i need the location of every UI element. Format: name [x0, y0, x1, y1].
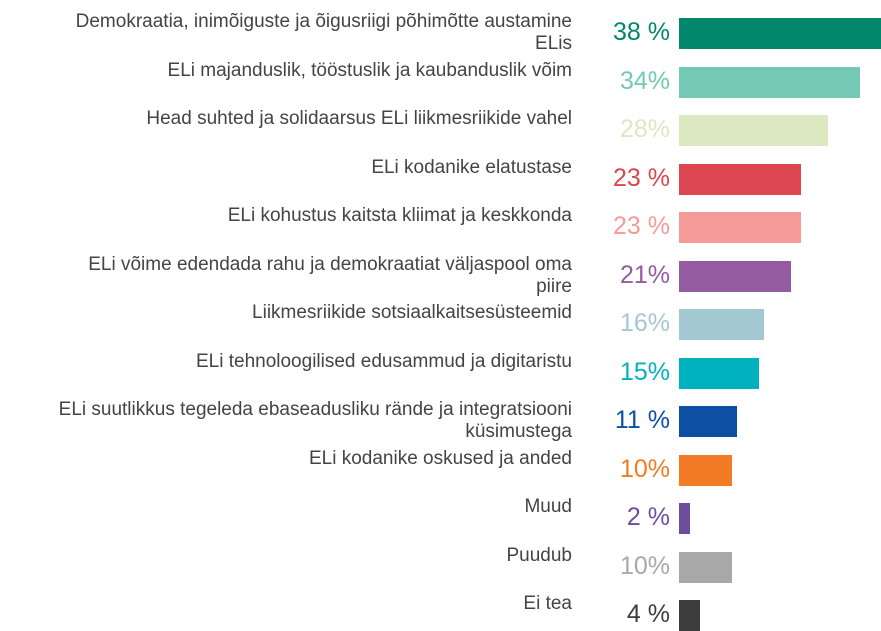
category-text: ELi kodanike elatustase	[371, 156, 572, 178]
category-label: ELi suutlikkus tegeleda ebaseadusliku rä…	[0, 399, 572, 443]
category-text: Ei tea	[523, 593, 572, 614]
value-label: 16%	[619, 309, 670, 337]
bar	[679, 357, 759, 389]
category-label: Ei tea	[0, 593, 572, 615]
bar	[679, 406, 738, 437]
value-label: 11 %	[614, 406, 670, 434]
category-label: Demokraatia, inimõiguste ja õigusriigi p…	[0, 11, 572, 55]
value-label: 23 %	[613, 163, 670, 192]
category-label: Muud	[0, 496, 572, 518]
value-label: 10%	[619, 454, 670, 483]
category-label: ELi võime edendada rahu ja demokraatiat …	[0, 254, 572, 298]
category-label: Puudub	[0, 545, 572, 567]
value-label: 10%	[619, 551, 670, 580]
value-label: 21%	[619, 260, 670, 289]
bar	[679, 260, 791, 292]
category-label: Liikmesriikide sotsiaalkaitsesüsteemid	[0, 302, 572, 324]
bar	[679, 503, 690, 534]
bar	[679, 18, 881, 49]
value-label: 28%	[619, 115, 670, 143]
bar	[679, 66, 860, 98]
bar	[679, 309, 765, 340]
value-label: 2 %	[626, 503, 670, 531]
category-text: Liikmesriikide sotsiaalkaitsesüsteemid	[252, 302, 572, 323]
bar	[679, 454, 733, 486]
value-label: 23 %	[613, 212, 670, 240]
bar	[679, 163, 802, 195]
category-text: Head suhted ja solidaarsus ELi liikmesri…	[146, 108, 572, 129]
category-label: ELi majanduslik, tööstuslik ja kaubandus…	[0, 60, 572, 82]
category-text: ELi tehnoloogilised edusammud ja digitar…	[195, 350, 572, 372]
value-label: 15%	[619, 357, 670, 386]
bar	[679, 600, 701, 631]
category-text: ELi võime edendada rahu ja demokraatiat …	[88, 253, 572, 297]
category-text: Puudub	[506, 544, 572, 566]
bar	[679, 115, 828, 146]
category-label: ELi kohustus kaitsta kliimat ja keskkond…	[0, 205, 572, 227]
category-label: ELi kodanike elatustase	[0, 157, 572, 179]
category-label: ELi tehnoloogilised edusammud ja digitar…	[0, 351, 572, 373]
category-label: ELi kodanike oskused ja anded	[0, 448, 572, 470]
category-text: ELi kohustus kaitsta kliimat ja keskkond…	[227, 205, 572, 226]
category-text: Muud	[524, 496, 572, 517]
category-label: Head suhted ja solidaarsus ELi liikmesri…	[0, 108, 572, 130]
category-text: ELi majanduslik, tööstuslik ja kaubandus…	[167, 59, 572, 81]
value-label: 4 %	[626, 600, 670, 628]
category-text: ELi suutlikkus tegeleda ebaseadusliku rä…	[58, 399, 572, 442]
category-text: Demokraatia, inimõiguste ja õigusriigi p…	[75, 11, 572, 54]
bar	[679, 212, 802, 243]
category-text: ELi kodanike oskused ja anded	[308, 447, 572, 469]
bar	[679, 551, 733, 583]
value-label: 38 %	[613, 18, 670, 46]
value-label: 34%	[619, 66, 670, 95]
